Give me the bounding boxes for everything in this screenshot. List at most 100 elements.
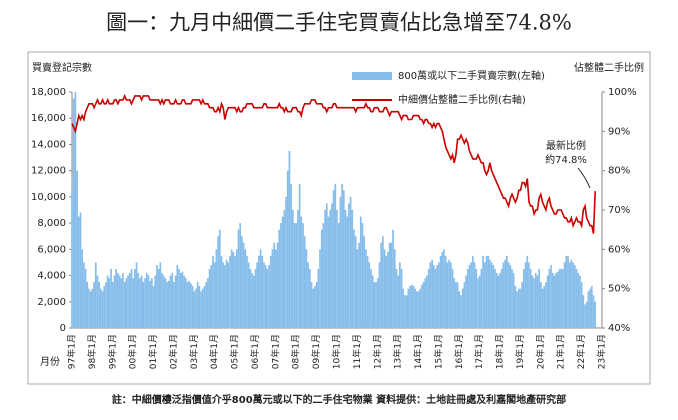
bar — [132, 278, 135, 328]
bar — [89, 291, 92, 328]
bar — [269, 255, 272, 328]
bar — [203, 286, 206, 328]
bar — [370, 269, 372, 328]
bar — [186, 282, 189, 328]
bar — [207, 278, 209, 328]
bar — [580, 282, 583, 328]
y-tick-label: 10,000 — [31, 192, 66, 203]
x-tick-label: 17年1月 — [473, 334, 485, 369]
bar — [235, 249, 238, 328]
bar — [232, 251, 235, 328]
bar — [494, 269, 496, 328]
x-tick-label: 12年1月 — [371, 334, 383, 369]
bar — [227, 262, 230, 328]
bar — [254, 269, 257, 328]
bar — [337, 223, 340, 328]
bar — [402, 288, 405, 328]
y-tick-label: 16,000 — [31, 113, 66, 124]
bar — [123, 282, 126, 328]
bar — [195, 288, 197, 328]
bar — [217, 236, 219, 328]
bar — [280, 223, 282, 328]
bar — [548, 269, 551, 328]
bar — [271, 249, 274, 328]
bar — [164, 278, 167, 328]
bar — [444, 255, 447, 328]
bar — [519, 288, 522, 328]
bar — [529, 269, 532, 328]
y2-tick-label: 90% — [608, 126, 630, 137]
bar — [247, 262, 250, 328]
bar — [492, 265, 495, 328]
bar — [551, 272, 554, 328]
bar — [74, 92, 77, 328]
bar — [516, 291, 518, 328]
bar — [373, 282, 376, 328]
bar — [256, 262, 259, 328]
bar — [191, 286, 194, 328]
bar — [169, 275, 172, 328]
bar — [142, 282, 145, 328]
bar — [378, 262, 381, 328]
bar — [556, 271, 559, 328]
bar — [388, 242, 391, 328]
bar — [434, 269, 437, 328]
legend-label: 800萬或以下二手買賣宗數(左軸) — [398, 69, 545, 82]
bar — [72, 98, 75, 328]
bar — [93, 282, 95, 328]
bar — [466, 269, 469, 328]
bar — [363, 236, 366, 328]
x-tick-label: 98年1月 — [86, 334, 98, 369]
bar — [244, 249, 247, 328]
annotation: 最新比例 — [546, 139, 586, 152]
bar — [103, 286, 106, 328]
bar — [417, 291, 420, 328]
bar — [224, 265, 226, 328]
bar — [541, 288, 544, 328]
bar — [196, 282, 199, 328]
bar — [500, 269, 503, 328]
bar — [127, 275, 129, 328]
bar — [305, 249, 308, 328]
bar — [200, 291, 202, 328]
bar — [230, 249, 233, 328]
bar — [506, 255, 508, 328]
bar — [512, 272, 515, 328]
y-tick-label: 2,000 — [37, 297, 66, 308]
bar — [590, 286, 593, 328]
bar — [111, 282, 114, 328]
bar — [570, 259, 573, 328]
bar — [432, 265, 435, 328]
bar — [314, 286, 316, 328]
bar — [399, 262, 401, 328]
bar — [458, 291, 461, 328]
x-tick-label: 09年1月 — [310, 334, 322, 369]
bar — [385, 255, 388, 328]
bar — [524, 262, 527, 328]
bar — [365, 249, 367, 328]
bar — [288, 151, 291, 328]
x-tick-label: 99年1月 — [106, 334, 118, 369]
bar — [533, 278, 535, 328]
bar — [208, 269, 211, 328]
bar — [592, 295, 595, 328]
bar — [140, 275, 143, 328]
bar — [291, 210, 294, 328]
bar — [166, 282, 168, 328]
x-tick-label: 16年1月 — [453, 334, 465, 369]
bar — [582, 295, 585, 328]
bar — [173, 282, 175, 328]
annotation-arrow — [577, 167, 591, 189]
bar — [511, 269, 513, 328]
bar — [264, 265, 267, 328]
x-tick-label: 18年1月 — [494, 334, 506, 369]
bar — [368, 262, 371, 328]
bar — [329, 210, 332, 328]
bar — [113, 275, 116, 328]
x-tick-label: 19年1月 — [514, 334, 526, 369]
bar — [397, 275, 400, 328]
y-tick-label: 0 — [60, 323, 66, 334]
bar — [117, 272, 119, 328]
bar — [375, 282, 377, 328]
bar — [405, 295, 408, 328]
